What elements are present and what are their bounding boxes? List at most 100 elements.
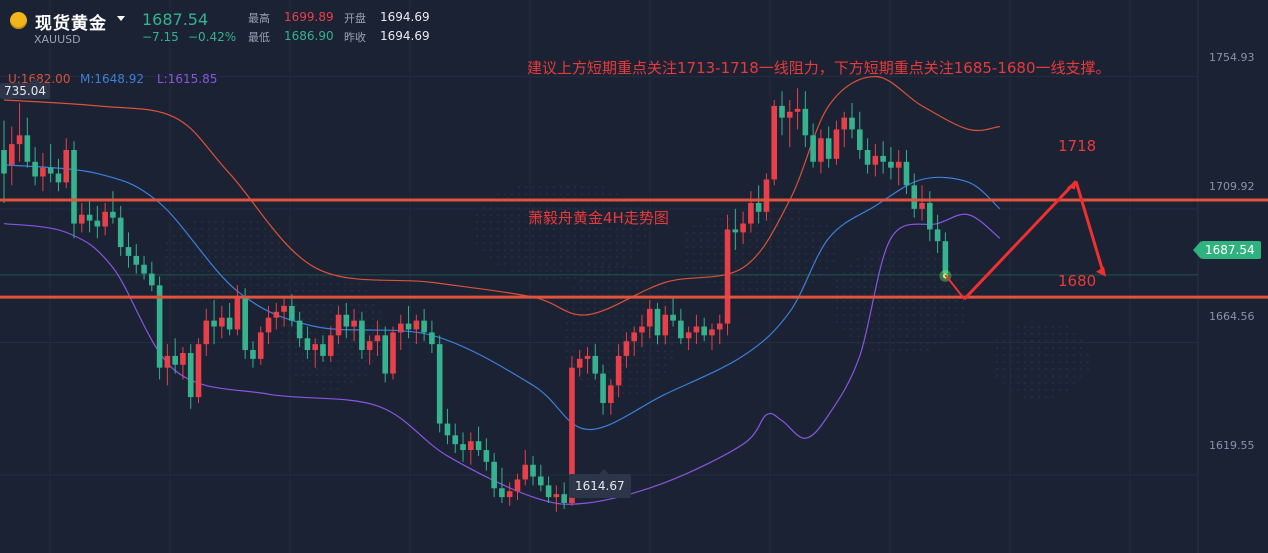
map-dot bbox=[1051, 374, 1055, 378]
map-dot bbox=[221, 262, 225, 266]
map-dot bbox=[601, 248, 605, 252]
candle-body bbox=[600, 373, 606, 403]
map-dot bbox=[621, 307, 625, 311]
map-dot bbox=[343, 338, 347, 342]
map-dot bbox=[1023, 374, 1027, 378]
high-value: 1699.89 bbox=[284, 10, 334, 24]
map-dot bbox=[336, 303, 340, 307]
map-dot bbox=[1023, 339, 1027, 343]
map-dot bbox=[329, 380, 333, 384]
map-dot bbox=[165, 276, 169, 280]
map-dot bbox=[692, 259, 696, 263]
map-dot bbox=[635, 286, 639, 290]
map-dot bbox=[1058, 325, 1062, 329]
map-dot bbox=[322, 380, 326, 384]
map-dot bbox=[249, 241, 253, 245]
map-dot bbox=[510, 262, 514, 266]
map-dot bbox=[622, 255, 626, 259]
map-dot bbox=[797, 231, 801, 235]
map-dot bbox=[503, 192, 507, 196]
map-dot bbox=[933, 334, 937, 338]
map-dot bbox=[713, 266, 717, 270]
arrow-head bbox=[1067, 181, 1076, 190]
map-dot bbox=[600, 300, 604, 304]
map-dot bbox=[663, 356, 667, 360]
open-value: 1694.69 bbox=[380, 10, 430, 24]
map-dot bbox=[762, 224, 766, 228]
map-dot bbox=[517, 262, 521, 266]
candle-body bbox=[522, 464, 529, 480]
instrument-name[interactable]: 现货黄金 bbox=[35, 14, 107, 34]
map-dot bbox=[586, 300, 590, 304]
candle-body bbox=[460, 444, 466, 451]
map-dot bbox=[926, 278, 930, 282]
candle-body bbox=[8, 144, 15, 165]
map-dot bbox=[804, 252, 808, 256]
map-dot bbox=[741, 280, 745, 284]
map-dot bbox=[510, 248, 514, 252]
candle-body bbox=[740, 223, 746, 233]
map-dot bbox=[580, 255, 584, 259]
map-dot bbox=[1065, 325, 1069, 329]
map-dot bbox=[842, 299, 846, 303]
map-dot bbox=[905, 278, 909, 282]
map-dot bbox=[322, 275, 326, 279]
map-dot bbox=[371, 310, 375, 314]
map-dot bbox=[608, 269, 612, 273]
map-dot bbox=[856, 278, 860, 282]
map-dot bbox=[350, 366, 354, 370]
map-dot bbox=[559, 262, 563, 266]
map-dot bbox=[510, 213, 514, 217]
map-dot bbox=[242, 241, 246, 245]
map-dot bbox=[891, 285, 895, 289]
map-dot bbox=[364, 352, 368, 356]
map-dot bbox=[755, 280, 759, 284]
map-dot bbox=[870, 327, 874, 331]
map-dot bbox=[284, 262, 288, 266]
map-dot bbox=[586, 384, 590, 388]
map-dot bbox=[503, 227, 507, 231]
map-dot bbox=[933, 299, 937, 303]
y-tick-label: 1754.93 bbox=[1209, 51, 1255, 64]
map-dot bbox=[263, 234, 267, 238]
map-dot bbox=[552, 269, 556, 273]
map-dot bbox=[870, 271, 874, 275]
map-dot bbox=[615, 227, 619, 231]
map-dot bbox=[179, 241, 183, 245]
map-dot bbox=[343, 310, 347, 314]
candle-body bbox=[203, 320, 210, 345]
map-dot bbox=[663, 370, 667, 374]
map-dot bbox=[524, 213, 528, 217]
map-dot bbox=[811, 252, 815, 256]
map-dot bbox=[308, 317, 312, 321]
map-dot bbox=[790, 259, 794, 263]
map-dot bbox=[573, 220, 577, 224]
map-dot bbox=[926, 285, 930, 289]
map-dot bbox=[263, 276, 267, 280]
map-dot bbox=[642, 384, 646, 388]
candle-body bbox=[444, 423, 451, 436]
map-dot bbox=[748, 266, 752, 270]
map-dot bbox=[1002, 360, 1006, 364]
map-dot bbox=[587, 248, 591, 252]
map-dot bbox=[284, 283, 288, 287]
map-dot bbox=[284, 276, 288, 280]
chevron-down-icon[interactable] bbox=[117, 16, 125, 21]
map-dot bbox=[600, 265, 604, 269]
map-dot bbox=[601, 227, 605, 231]
map-dot bbox=[256, 283, 260, 287]
map-dot bbox=[1079, 360, 1083, 364]
map-dot bbox=[608, 262, 612, 266]
map-dot bbox=[1079, 339, 1083, 343]
map-dot bbox=[755, 217, 759, 221]
map-dot bbox=[961, 313, 965, 317]
candle-body bbox=[117, 217, 124, 248]
candle-body bbox=[576, 358, 583, 368]
map-dot bbox=[545, 234, 549, 238]
map-dot bbox=[256, 241, 260, 245]
map-dot bbox=[357, 282, 361, 286]
map-dot bbox=[1058, 381, 1062, 385]
map-dot bbox=[579, 307, 583, 311]
map-dot bbox=[566, 241, 570, 245]
